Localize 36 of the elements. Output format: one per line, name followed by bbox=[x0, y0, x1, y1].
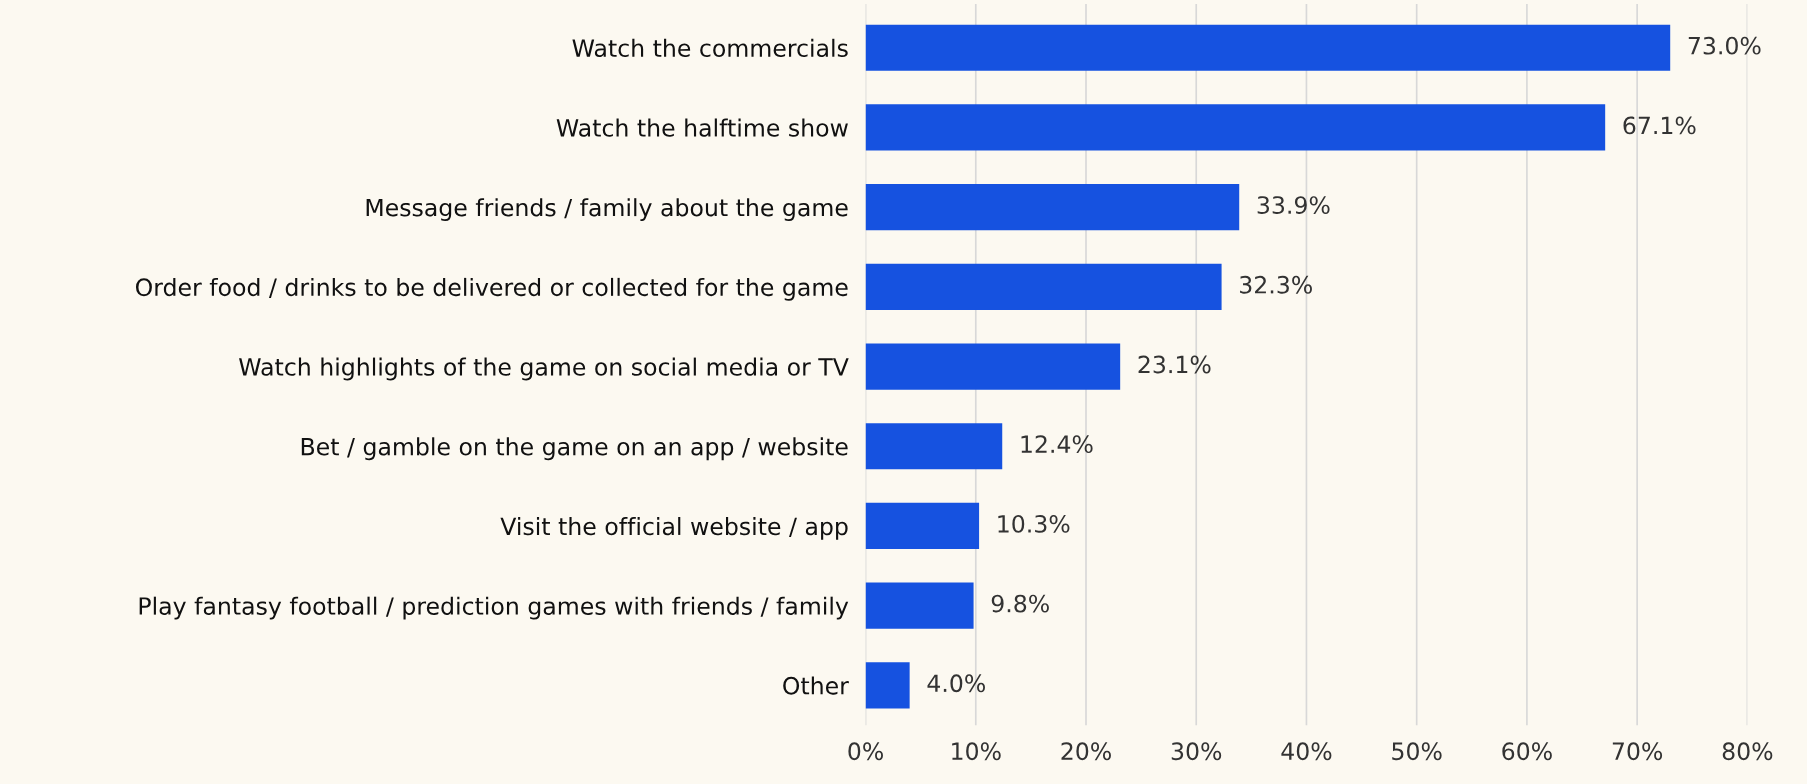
y-tick-label: Play fantasy football / prediction games with friends / family bbox=[139, 596, 849, 620]
data-label: 73.0% bbox=[1688, 36, 1761, 55]
bar bbox=[865, 184, 1240, 231]
x-tick-label: 10% bbox=[952, 742, 1001, 761]
bar bbox=[865, 24, 1671, 71]
data-label: 33.9% bbox=[1257, 196, 1330, 214]
y-tick-label: Order food / drinks to be delivered or collected for the game bbox=[135, 277, 848, 301]
bar bbox=[865, 423, 1003, 470]
y-tick-label: Bet / gamble on the game on an app / website bbox=[301, 437, 848, 461]
bar bbox=[865, 662, 910, 709]
y-tick-label: Watch the halftime show bbox=[556, 118, 848, 137]
data-label: 4.0% bbox=[927, 674, 985, 693]
x-tick-label: 40% bbox=[1281, 742, 1332, 761]
x-tick-label: 20% bbox=[1061, 742, 1111, 761]
data-label: 32.3% bbox=[1240, 275, 1312, 294]
data-label: 67.1% bbox=[1623, 116, 1696, 135]
x-tick-label: 50% bbox=[1392, 742, 1442, 761]
bar bbox=[865, 582, 974, 629]
data-label: 10.3% bbox=[998, 514, 1070, 533]
x-tick-label: 80% bbox=[1722, 742, 1773, 761]
bar bbox=[865, 104, 1606, 151]
x-tick-label: 60% bbox=[1502, 742, 1552, 761]
data-label: 9.8% bbox=[991, 594, 1049, 613]
bar bbox=[865, 502, 980, 550]
y-tick-label: Watch the commercials bbox=[572, 38, 848, 58]
y-tick-label: Watch highlights of the game on social media or TV bbox=[239, 357, 849, 381]
data-label: 12.4% bbox=[1021, 435, 1093, 454]
x-tick-label: 70% bbox=[1612, 742, 1663, 761]
x-tick-label: 30% bbox=[1171, 742, 1222, 761]
bar bbox=[865, 263, 1222, 310]
y-tick-label: Message friends / family about the game bbox=[366, 198, 848, 222]
bar bbox=[865, 343, 1121, 390]
y-tick-label: Visit the official website / app bbox=[500, 516, 848, 540]
x-tick-label: 0% bbox=[848, 742, 883, 761]
y-tick-label: Other bbox=[783, 676, 849, 695]
data-label: 23.1% bbox=[1138, 355, 1211, 374]
